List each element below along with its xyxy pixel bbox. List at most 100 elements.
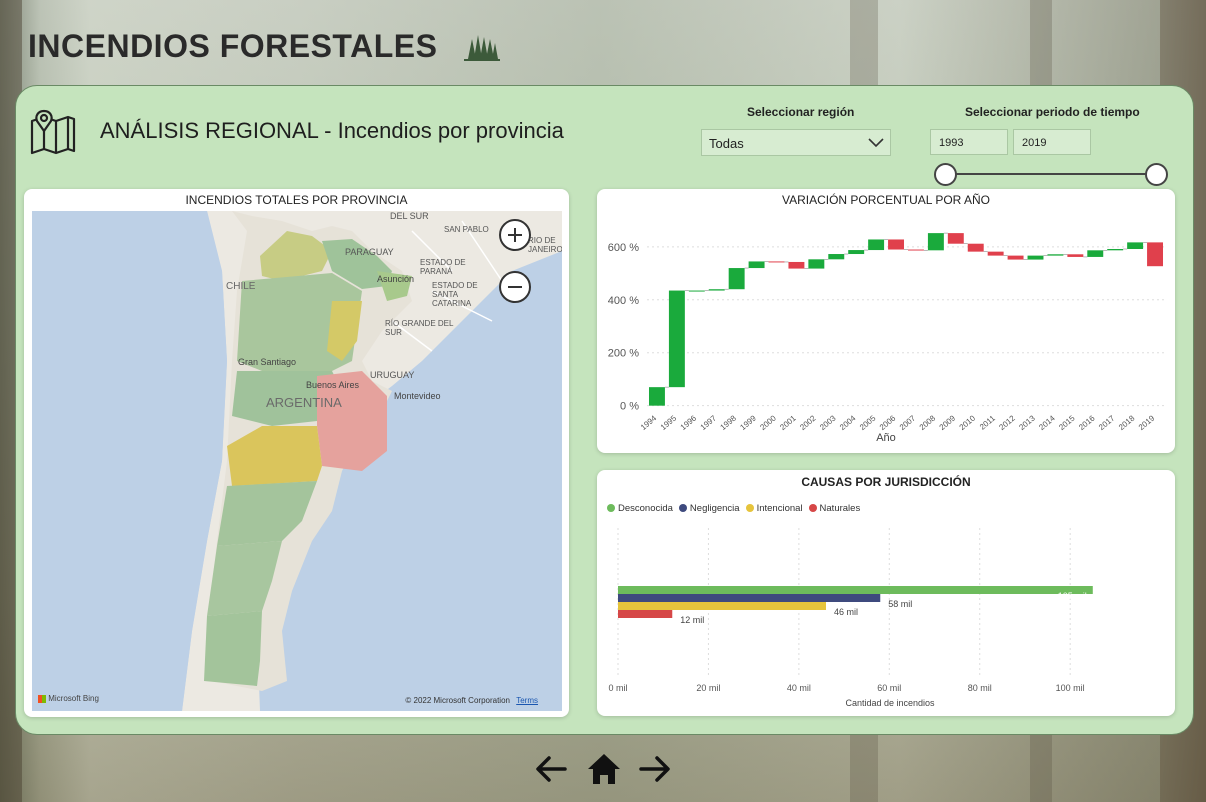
waterfall-bar-2007[interactable] xyxy=(907,249,924,251)
legend-item-desconocida[interactable]: Desconocida xyxy=(607,503,673,514)
bar-data-label: 46 mil xyxy=(834,607,858,617)
waterfall-bar-2008[interactable] xyxy=(927,233,944,251)
bar-negligencia[interactable] xyxy=(618,594,881,602)
zoom-in-button[interactable] xyxy=(499,219,531,251)
waterfall-x-tick: 2006 xyxy=(878,413,898,432)
home-icon[interactable] xyxy=(586,752,622,786)
waterfall-bar-2006[interactable] xyxy=(888,239,905,250)
waterfall-bar-2015[interactable] xyxy=(1067,254,1084,257)
waterfall-bar-2019[interactable] xyxy=(1147,242,1164,267)
bar-data-label: 58 mil xyxy=(888,599,912,609)
waterfall-x-tick: 2010 xyxy=(958,413,978,432)
zoom-out-button[interactable] xyxy=(499,271,531,303)
waterfall-bar-2013[interactable] xyxy=(1027,255,1044,260)
waterfall-bar-2018[interactable] xyxy=(1127,242,1144,249)
waterfall-bar-2011[interactable] xyxy=(987,251,1004,256)
map-copyright: © 2022 Microsoft Corporation Terms xyxy=(405,696,538,705)
legend-label: Negligencia xyxy=(689,503,740,514)
bar-x-tick: 80 mil xyxy=(968,683,992,693)
waterfall-x-tick: 2011 xyxy=(978,413,997,431)
waterfall-bar-2012[interactable] xyxy=(1007,255,1024,260)
region-filter-label: Seleccionar región xyxy=(747,105,855,119)
period-slider-track[interactable] xyxy=(945,173,1156,175)
waterfall-bar-2014[interactable] xyxy=(1047,254,1064,256)
waterfall-chart: 0 % 200 % 400 % 600 % 1994 1995 1996 1997 1998 19… xyxy=(608,232,1165,432)
map-label-rio-grande: RÍO GRANDE DEL SUR xyxy=(385,319,454,337)
microsoft-logo-icon xyxy=(38,694,46,703)
waterfall-x-tick: 1995 xyxy=(659,413,679,432)
waterfall-bar-1996[interactable] xyxy=(688,290,705,292)
waterfall-bar-2016[interactable] xyxy=(1087,250,1104,257)
back-arrow-icon[interactable] xyxy=(533,752,569,786)
legend-item-negligencia[interactable]: Negligencia xyxy=(678,503,740,514)
waterfall-x-tick: 1998 xyxy=(719,413,739,432)
chevron-down-icon xyxy=(868,138,884,148)
waterfall-bar-2000[interactable] xyxy=(768,261,785,263)
waterfall-x-tick: 2009 xyxy=(938,413,958,432)
start-year-input[interactable]: 1993 xyxy=(930,129,1008,155)
map-card-title: INCENDIOS TOTALES POR PROVINCIA xyxy=(185,193,408,207)
legend-item-naturales[interactable]: Naturales xyxy=(808,503,861,514)
waterfall-bar-1997[interactable] xyxy=(708,289,725,291)
period-slider-end-handle[interactable] xyxy=(1145,163,1168,186)
bar-desconocida[interactable] xyxy=(618,586,1093,594)
waterfall-bar-1999[interactable] xyxy=(748,261,765,269)
province-map[interactable]: DEL SUR PARAGUAY SAN PABLO RIO DE JANEIR… xyxy=(32,211,562,711)
map-canvas xyxy=(32,211,562,711)
region-dropdown[interactable]: Todas xyxy=(701,129,891,156)
waterfall-x-tick: 2019 xyxy=(1137,413,1157,432)
waterfall-x-tick: 1999 xyxy=(738,413,758,432)
bar-intencional[interactable] xyxy=(618,602,826,610)
waterfall-x-tick: 1994 xyxy=(639,413,659,432)
waterfall-x-tick: 2018 xyxy=(1117,413,1137,432)
bing-label: Microsoft Bing xyxy=(48,694,99,703)
period-slider-start-handle[interactable] xyxy=(934,163,957,186)
waterfall-bar-2002[interactable] xyxy=(808,259,825,269)
forward-arrow-icon[interactable] xyxy=(637,752,673,786)
causes-bar-chart: 0 mil 20 mil 40 mil 60 mil 80 mil 100 mil 105 … xyxy=(608,528,1093,693)
waterfall-card: VARIACIÓN PORCENTUAL POR AÑO 0 % 200 % 400… xyxy=(597,189,1175,453)
bar-x-tick: 60 mil xyxy=(877,683,901,693)
map-label-rio: RIO DE JANEIRO xyxy=(528,236,562,254)
map-label-parana: ESTADO DE PARANÁ xyxy=(420,258,466,276)
waterfall-bar-2001[interactable] xyxy=(788,261,805,269)
waterfall-x-tick: 2017 xyxy=(1097,413,1117,432)
waterfall-bar-2004[interactable] xyxy=(848,250,865,255)
legend-label: Desconocida xyxy=(618,503,673,514)
waterfall-bar-1998[interactable] xyxy=(728,268,745,290)
bar-data-label: 105 mil xyxy=(1058,591,1087,601)
map-pin-icon xyxy=(30,109,76,155)
terms-link[interactable]: Terms xyxy=(516,696,538,705)
bar-x-tick: 40 mil xyxy=(787,683,811,693)
causes-card: CAUSAS POR JURISDICCIÓN Desconocida Negli… xyxy=(597,470,1175,716)
bar-data-label: 12 mil xyxy=(680,615,704,625)
waterfall-bar-2003[interactable] xyxy=(828,254,845,260)
legend-item-intencional[interactable]: Intencional xyxy=(745,503,803,514)
legend-dot xyxy=(745,504,754,512)
waterfall-bar-2005[interactable] xyxy=(868,239,885,251)
waterfall-bar-2009[interactable] xyxy=(947,233,964,244)
end-year-input[interactable]: 2019 xyxy=(1013,129,1091,155)
bar-naturales[interactable] xyxy=(618,610,673,618)
waterfall-bar-1994[interactable] xyxy=(648,387,665,406)
waterfall-x-tick: 1997 xyxy=(699,413,719,432)
waterfall-xlabel: Año xyxy=(876,432,896,444)
legend-label: Naturales xyxy=(819,503,861,514)
waterfall-y-tick: 200 % xyxy=(608,348,639,360)
waterfall-bar-1995[interactable] xyxy=(668,290,685,388)
map-label-paraguay: PARAGUAY xyxy=(345,247,394,257)
province-norte-a xyxy=(260,231,332,281)
map-label-montevideo: Montevideo xyxy=(394,391,441,401)
waterfall-bar-2017[interactable] xyxy=(1107,248,1124,251)
waterfall-bar-2010[interactable] xyxy=(967,243,984,252)
bar-x-tick: 100 mil xyxy=(1056,683,1085,693)
map-label-gran-santiago: Gran Santiago xyxy=(238,357,297,367)
legend-dot xyxy=(607,504,615,512)
legend-dot xyxy=(808,504,817,512)
causes-title: CAUSAS POR JURISDICCIÓN xyxy=(801,475,971,489)
waterfall-x-tick: 2015 xyxy=(1057,413,1077,432)
period-filter-label: Seleccionar periodo de tiempo xyxy=(965,105,1140,119)
copyright-text: © 2022 Microsoft Corporation xyxy=(405,696,510,705)
region-selected-value: Todas xyxy=(709,136,744,151)
legend-label: Intencional xyxy=(756,503,803,514)
